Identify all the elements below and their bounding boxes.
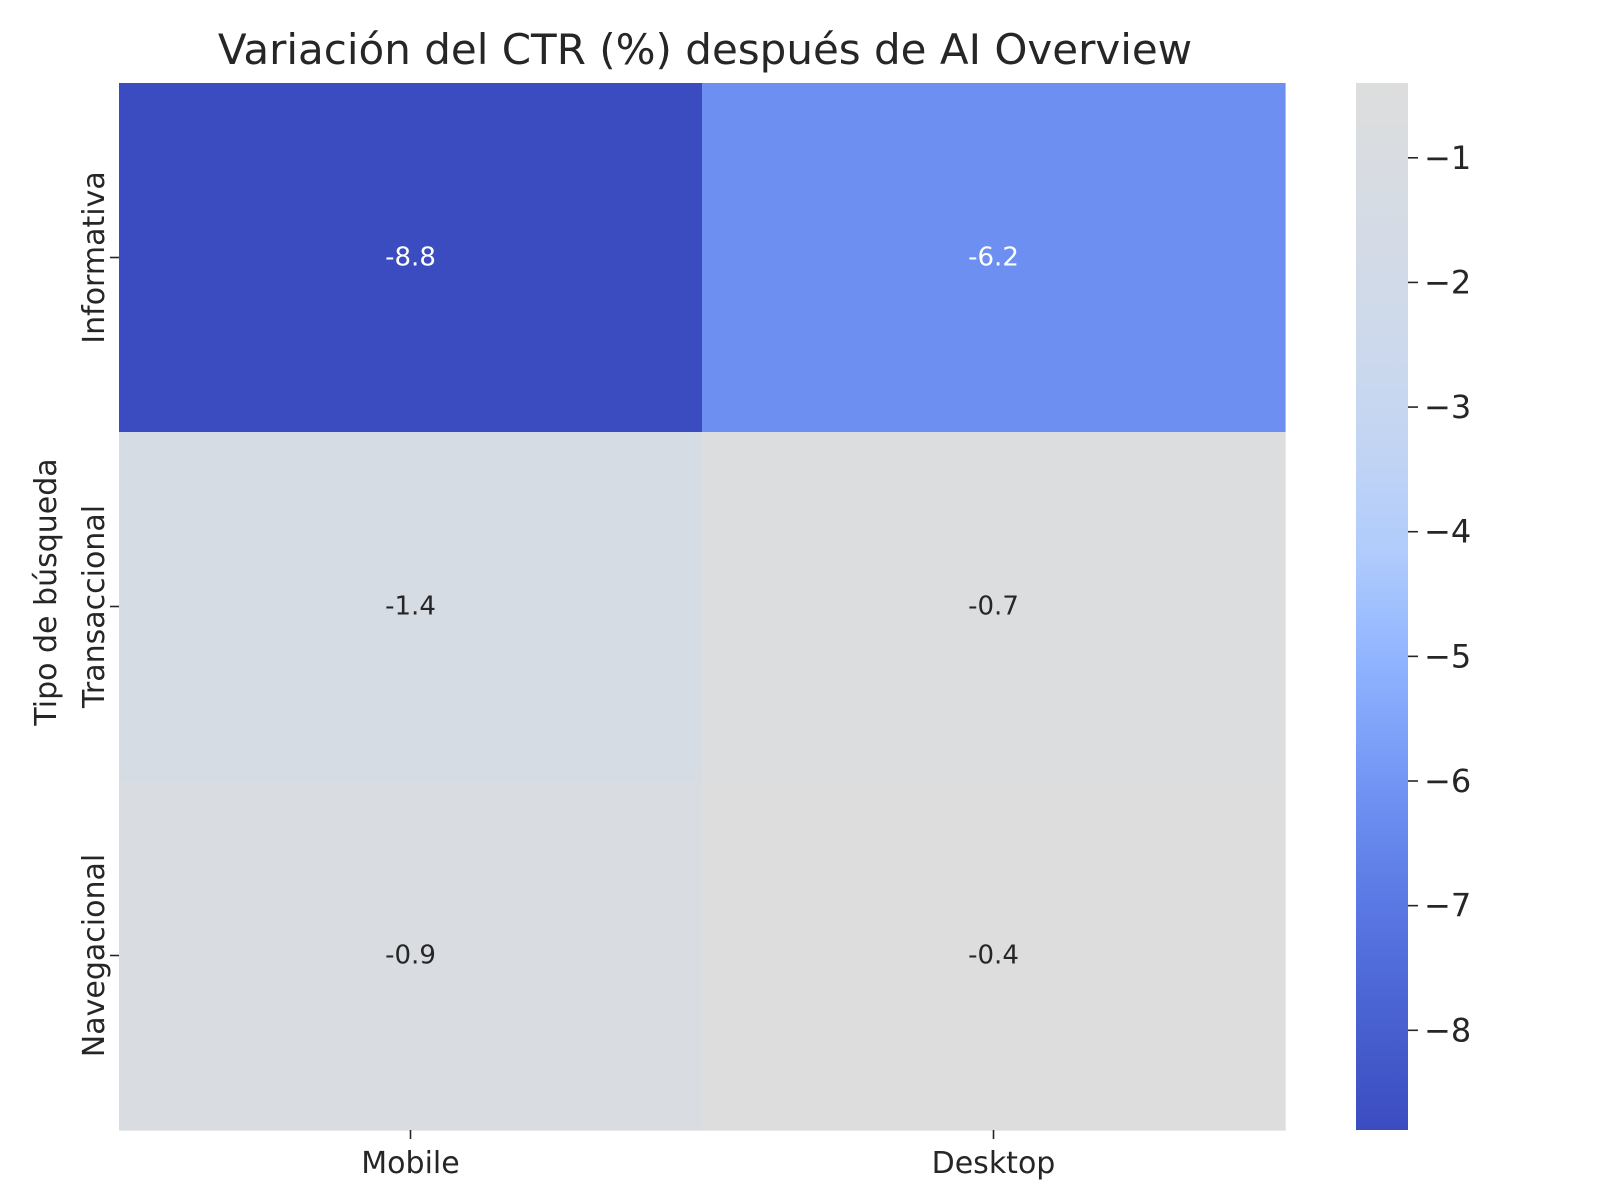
cell-value-label: -0.4	[968, 941, 1019, 971]
heatmap-cell	[702, 83, 1286, 433]
cell-value-label: -8.8	[385, 243, 436, 273]
cell-value-label: -0.9	[385, 941, 436, 971]
colorbar-ticks: −1 −2 −3 −4 −5 −6 −7 −8	[1408, 139, 1471, 1049]
cell-value-label: -6.2	[968, 243, 1019, 273]
heatmap-cell	[119, 432, 703, 782]
chart-title: Variación del CTR (%) después de AI Over…	[218, 25, 1192, 74]
y-tick-label: Navegacional	[77, 854, 112, 1057]
cell-value-label: -1.4	[385, 592, 436, 622]
y-tick-label: Transaccional	[77, 505, 112, 709]
colorbar-tick-label: −8	[1424, 1011, 1471, 1049]
heatmap-cell	[119, 781, 703, 1131]
colorbar-tick-label: −1	[1424, 139, 1471, 177]
colorbar-tick-label: −6	[1424, 762, 1471, 800]
colorbar-tick-label: −5	[1424, 637, 1471, 675]
heatmap-cell	[702, 781, 1286, 1131]
x-tick-label: Mobile	[361, 1146, 459, 1181]
heatmap-cell	[119, 83, 703, 433]
x-axis-ticks: Mobile Desktop	[361, 1130, 1055, 1181]
y-axis-label: Tipo de búsqueda	[29, 458, 64, 726]
x-tick-label: Desktop	[932, 1146, 1056, 1181]
colorbar-gradient-bar	[1356, 83, 1408, 1130]
colorbar-tick-label: −4	[1424, 513, 1471, 551]
y-tick-label: Informativa	[77, 171, 112, 343]
colorbar-tick-label: −7	[1424, 887, 1471, 925]
colorbar-tick-label: −2	[1424, 263, 1471, 301]
y-axis-ticks: Informativa Transaccional Navegacional	[77, 171, 119, 1057]
heatmap-cell	[702, 432, 1286, 782]
colorbar-tick-label: −3	[1424, 388, 1471, 426]
cell-value-label: -0.7	[968, 592, 1019, 622]
heatmap-cells: -8.8 -6.2 -1.4 -0.7 -0.9 -0.4	[119, 83, 1286, 1131]
colorbar	[1356, 83, 1408, 1130]
